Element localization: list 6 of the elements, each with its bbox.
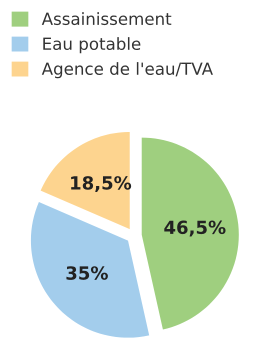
legend-label: Agence de l'eau/TVA: [42, 62, 213, 78]
legend-label: Assainissement: [42, 12, 172, 26]
legend-label: Eau potable: [43, 37, 140, 54]
data-label: 46,5%: [164, 220, 226, 236]
data-label: 18,5%: [71, 176, 132, 192]
data-label: 35%: [66, 266, 108, 280]
